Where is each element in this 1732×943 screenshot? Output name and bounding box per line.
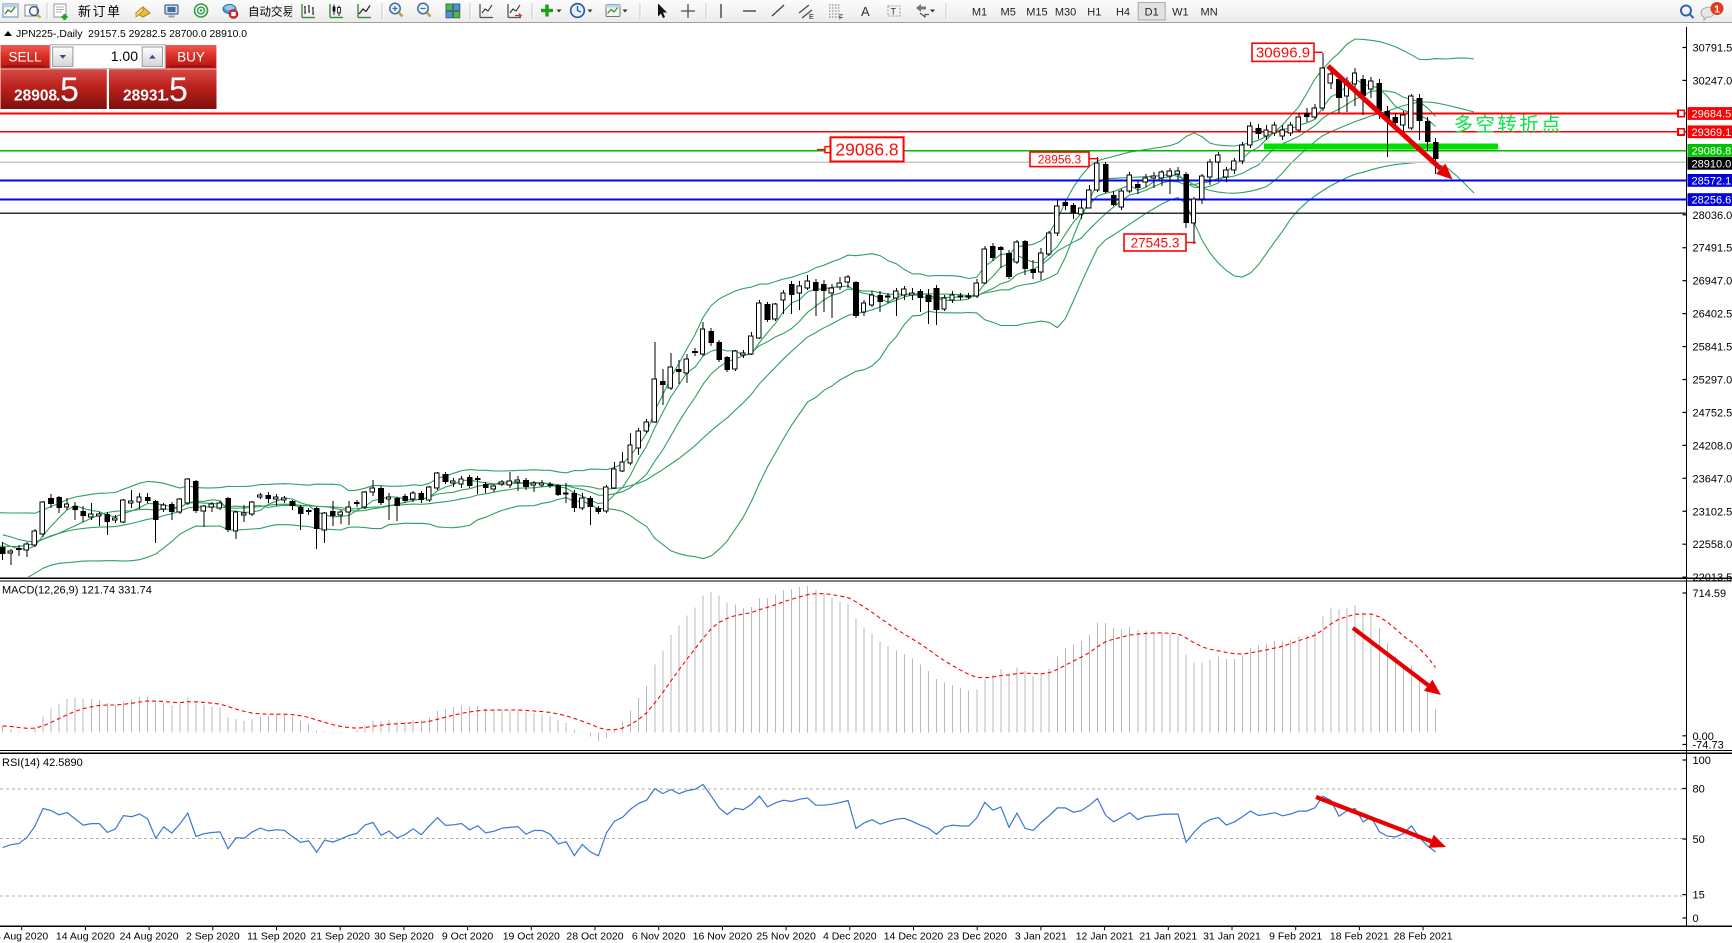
svg-text:H1: H1 xyxy=(1087,7,1101,19)
svg-text:5: 5 xyxy=(169,71,188,109)
svg-text:W1: W1 xyxy=(1172,7,1189,19)
svg-text:28 Oct 2020: 28 Oct 2020 xyxy=(566,931,623,943)
svg-text:自动交易: 自动交易 xyxy=(248,5,294,19)
svg-text:25841.5: 25841.5 xyxy=(1693,342,1732,354)
svg-text:9 Oct 2020: 9 Oct 2020 xyxy=(442,931,494,943)
svg-text:714.59: 714.59 xyxy=(1693,588,1727,600)
svg-text:28256.6: 28256.6 xyxy=(1692,195,1732,207)
svg-text:A: A xyxy=(861,4,870,19)
svg-text:M5: M5 xyxy=(1001,7,1016,19)
svg-text:28910.0: 28910.0 xyxy=(1692,158,1732,170)
svg-text:14 Aug 2020: 14 Aug 2020 xyxy=(56,931,115,943)
svg-text:2 Sep 2020: 2 Sep 2020 xyxy=(186,931,240,943)
svg-text:25297.0: 25297.0 xyxy=(1693,375,1732,387)
svg-text:9 Feb 2021: 9 Feb 2021 xyxy=(1269,931,1322,943)
svg-text:30247.0: 30247.0 xyxy=(1693,75,1732,87)
svg-text:-74.73: -74.73 xyxy=(1693,740,1724,752)
svg-text:MACD(12,26,9) 121.74 331.74: MACD(12,26,9) 121.74 331.74 xyxy=(2,585,152,597)
svg-text:21 Sep 2020: 21 Sep 2020 xyxy=(310,931,370,943)
svg-text:6 Nov 2020: 6 Nov 2020 xyxy=(632,931,686,943)
svg-text:24208.0: 24208.0 xyxy=(1693,440,1732,452)
svg-text:31 Jan 2021: 31 Jan 2021 xyxy=(1203,931,1261,943)
svg-text:21 Jan 2021: 21 Jan 2021 xyxy=(1139,931,1197,943)
svg-text:23 Dec 2020: 23 Dec 2020 xyxy=(947,931,1007,943)
svg-text:28956.3: 28956.3 xyxy=(1038,153,1082,167)
svg-text:3 Jan 2021: 3 Jan 2021 xyxy=(1015,931,1067,943)
svg-text:BUY: BUY xyxy=(177,50,205,65)
svg-text:18 Feb 2021: 18 Feb 2021 xyxy=(1330,931,1389,943)
svg-text:SELL: SELL xyxy=(8,50,42,65)
svg-text:11 Sep 2020: 11 Sep 2020 xyxy=(247,931,306,943)
svg-text:23647.0: 23647.0 xyxy=(1693,473,1732,485)
svg-text:15: 15 xyxy=(1693,890,1705,902)
svg-text:16 Nov 2020: 16 Nov 2020 xyxy=(693,931,753,943)
svg-text:F: F xyxy=(839,15,843,22)
svg-text:80: 80 xyxy=(1693,784,1705,796)
svg-text:M15: M15 xyxy=(1026,7,1047,19)
svg-text:27491.5: 27491.5 xyxy=(1693,243,1732,255)
svg-text:D1: D1 xyxy=(1145,7,1159,19)
svg-text:1: 1 xyxy=(1714,4,1720,16)
svg-text:JPN225-,Daily 29157.5 29282.5: JPN225-,Daily 29157.5 29282.5 28700.0 28… xyxy=(16,29,247,40)
svg-text:30 Sep 2020: 30 Sep 2020 xyxy=(374,931,434,943)
svg-text:H4: H4 xyxy=(1116,7,1130,19)
svg-text:1.00: 1.00 xyxy=(111,48,138,64)
svg-text:30696.9: 30696.9 xyxy=(1256,45,1310,62)
svg-text:.: . xyxy=(165,88,169,105)
svg-text:28931: 28931 xyxy=(123,88,166,105)
svg-text:28908: 28908 xyxy=(14,88,57,105)
svg-text:24752.5: 24752.5 xyxy=(1693,407,1732,419)
svg-text:14 Dec 2020: 14 Dec 2020 xyxy=(884,931,944,943)
svg-text:4 Aug 2020: 4 Aug 2020 xyxy=(0,931,48,943)
svg-text:12 Jan 2021: 12 Jan 2021 xyxy=(1076,931,1134,943)
svg-text:29086.8: 29086.8 xyxy=(1692,145,1732,157)
svg-text:M30: M30 xyxy=(1055,7,1076,19)
svg-text:0.00: 0.00 xyxy=(1693,731,1714,743)
svg-text:T: T xyxy=(891,7,897,17)
svg-text:RSI(14) 42.5890: RSI(14) 42.5890 xyxy=(2,757,83,769)
svg-text:100: 100 xyxy=(1693,755,1711,767)
svg-text:19 Oct 2020: 19 Oct 2020 xyxy=(503,931,560,943)
svg-text:28572.1: 28572.1 xyxy=(1692,175,1732,187)
svg-text:M1: M1 xyxy=(972,7,987,19)
svg-text:MN: MN xyxy=(1201,7,1218,19)
svg-text:.: . xyxy=(56,88,60,105)
svg-text:22013.5: 22013.5 xyxy=(1693,572,1732,584)
svg-text:26402.5: 26402.5 xyxy=(1693,309,1732,321)
svg-text:29086.8: 29086.8 xyxy=(835,140,898,160)
svg-text:5: 5 xyxy=(60,71,79,109)
svg-text:多空转折点: 多空转折点 xyxy=(1454,114,1564,136)
svg-text:28 Feb 2021: 28 Feb 2021 xyxy=(1394,931,1453,943)
svg-text:0: 0 xyxy=(1693,913,1699,925)
svg-text:25 Nov 2020: 25 Nov 2020 xyxy=(756,931,816,943)
svg-text:28036.0: 28036.0 xyxy=(1693,210,1732,222)
svg-text:4 Dec 2020: 4 Dec 2020 xyxy=(823,931,877,943)
svg-text:22558.0: 22558.0 xyxy=(1693,539,1732,551)
svg-text:27545.3: 27545.3 xyxy=(1131,235,1180,250)
svg-text:29684.5: 29684.5 xyxy=(1692,109,1732,121)
svg-text:50: 50 xyxy=(1693,834,1705,846)
svg-text:24 Aug 2020: 24 Aug 2020 xyxy=(120,931,179,943)
svg-text:23102.5: 23102.5 xyxy=(1693,506,1732,518)
svg-text:新订单: 新订单 xyxy=(78,4,122,19)
svg-text:30791.5: 30791.5 xyxy=(1693,43,1732,55)
svg-text:29369.1: 29369.1 xyxy=(1692,127,1732,139)
svg-text:E: E xyxy=(809,14,814,21)
svg-text:26947.0: 26947.0 xyxy=(1693,276,1732,288)
